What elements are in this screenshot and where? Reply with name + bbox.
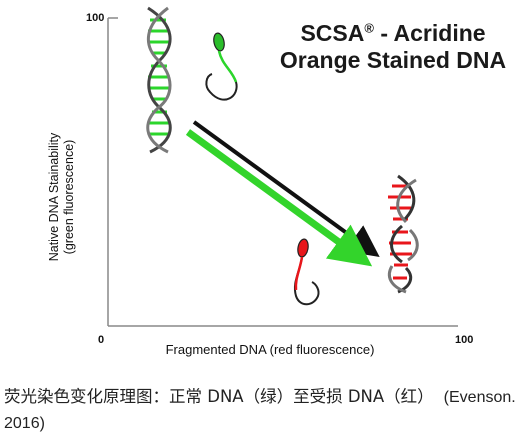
- transition-arrow: [185, 120, 380, 267]
- caption-citation: (Evenson. 2016): [4, 389, 516, 432]
- y-axis-label-line-1: Native DNA Stainability: [47, 132, 61, 262]
- dna-helix-intact-icon: [146, 6, 172, 154]
- title-line-2: Orange Stained DNA: [279, 47, 507, 73]
- sperm-green-icon: [205, 32, 238, 101]
- dna-helix-fragmented-icon: [387, 174, 419, 294]
- diagram-title: SCSA® - Acridine Orange Stained DNA: [279, 20, 507, 73]
- x-axis-label: Fragmented DNA (red fluorescence): [165, 342, 375, 357]
- arrow-green: [185, 129, 373, 267]
- sperm-red-icon: [293, 238, 320, 306]
- origin-tick: 0: [98, 334, 105, 346]
- x-axis-tick-right: 100: [455, 334, 474, 346]
- caption-text: 荧光染色变化原理图：正常 DNA（绿）至受损 DNA（红）: [4, 387, 434, 406]
- arrow-shadow: [192, 120, 380, 258]
- figure-caption: 荧光染色变化原理图：正常 DNA（绿）至受损 DNA（红） (Evenson. 2…: [4, 384, 524, 436]
- y-axis-label: Native DNA Stainability (green fluoresce…: [47, 77, 77, 317]
- plot-frame: [107, 17, 458, 327]
- registered-mark: ®: [364, 20, 374, 36]
- y-axis-tick-top: 100: [86, 12, 105, 24]
- y-axis-label-line-2: (green fluorescence): [62, 139, 76, 255]
